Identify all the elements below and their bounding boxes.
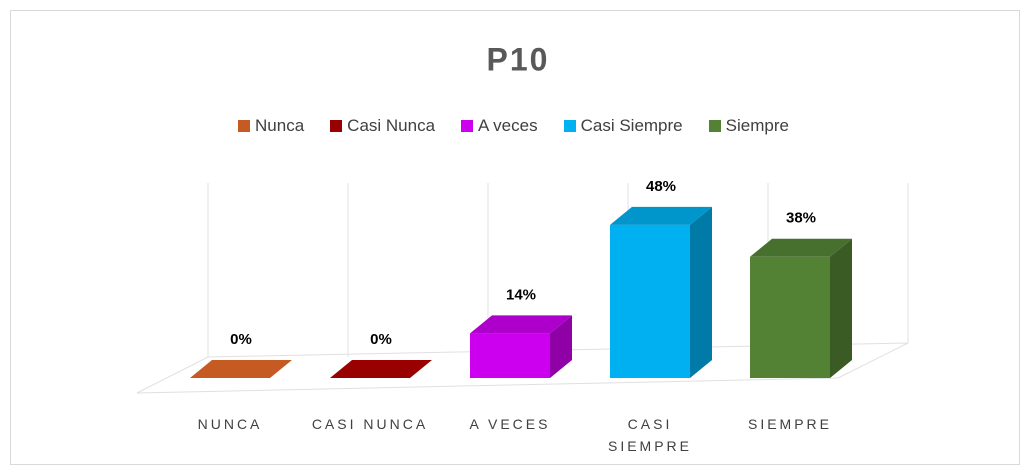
data-label: 0% [370,331,392,348]
legend: Nunca Casi Nunca A veces Casi Siempre Siempr… [0,116,1027,136]
legend-item: Siempre [708,116,789,136]
bar-side [830,238,852,378]
bar-side [550,315,572,378]
legend-item: A veces [461,116,538,136]
legend-item: Casi Nunca [330,116,435,136]
legend-label: Casi Nunca [347,116,436,135]
x-tick-label: SIEMPRE [747,416,832,432]
data-label: 0% [230,331,252,348]
chart-title: P10 [487,41,550,77]
legend-label: Nunca [255,116,305,135]
legend-swatch [563,120,576,132]
legend-label: Siempre [725,116,789,135]
data-label: 14% [506,286,536,303]
data-label: 38% [786,210,816,227]
bar-top [750,238,852,257]
x-tick-label: A VECES [469,416,551,432]
bar-front [470,333,550,378]
bar-top [190,360,292,378]
legend-swatch [708,120,721,132]
bar-front [750,256,830,378]
legend-swatch [238,120,251,132]
legend-item: Nunca [238,116,304,136]
data-label: 48% [646,178,676,195]
x-tick-label: CASI NUNCA [311,416,429,432]
legend-item: Casi Siempre [563,116,683,136]
bar-top [330,360,432,378]
bar-top [470,315,572,334]
legend-label: A veces [478,116,538,135]
legend-swatch [330,120,343,132]
chart-border [10,10,1020,465]
legend-swatch [461,120,474,132]
legend-label: Casi Siempre [580,116,683,135]
x-tick-label: NUNCA [197,416,263,432]
bar-side [690,206,712,378]
x-tick-label: CASI SIEMPRE [607,416,692,454]
bar-front [610,224,690,378]
bar-top [610,206,712,225]
